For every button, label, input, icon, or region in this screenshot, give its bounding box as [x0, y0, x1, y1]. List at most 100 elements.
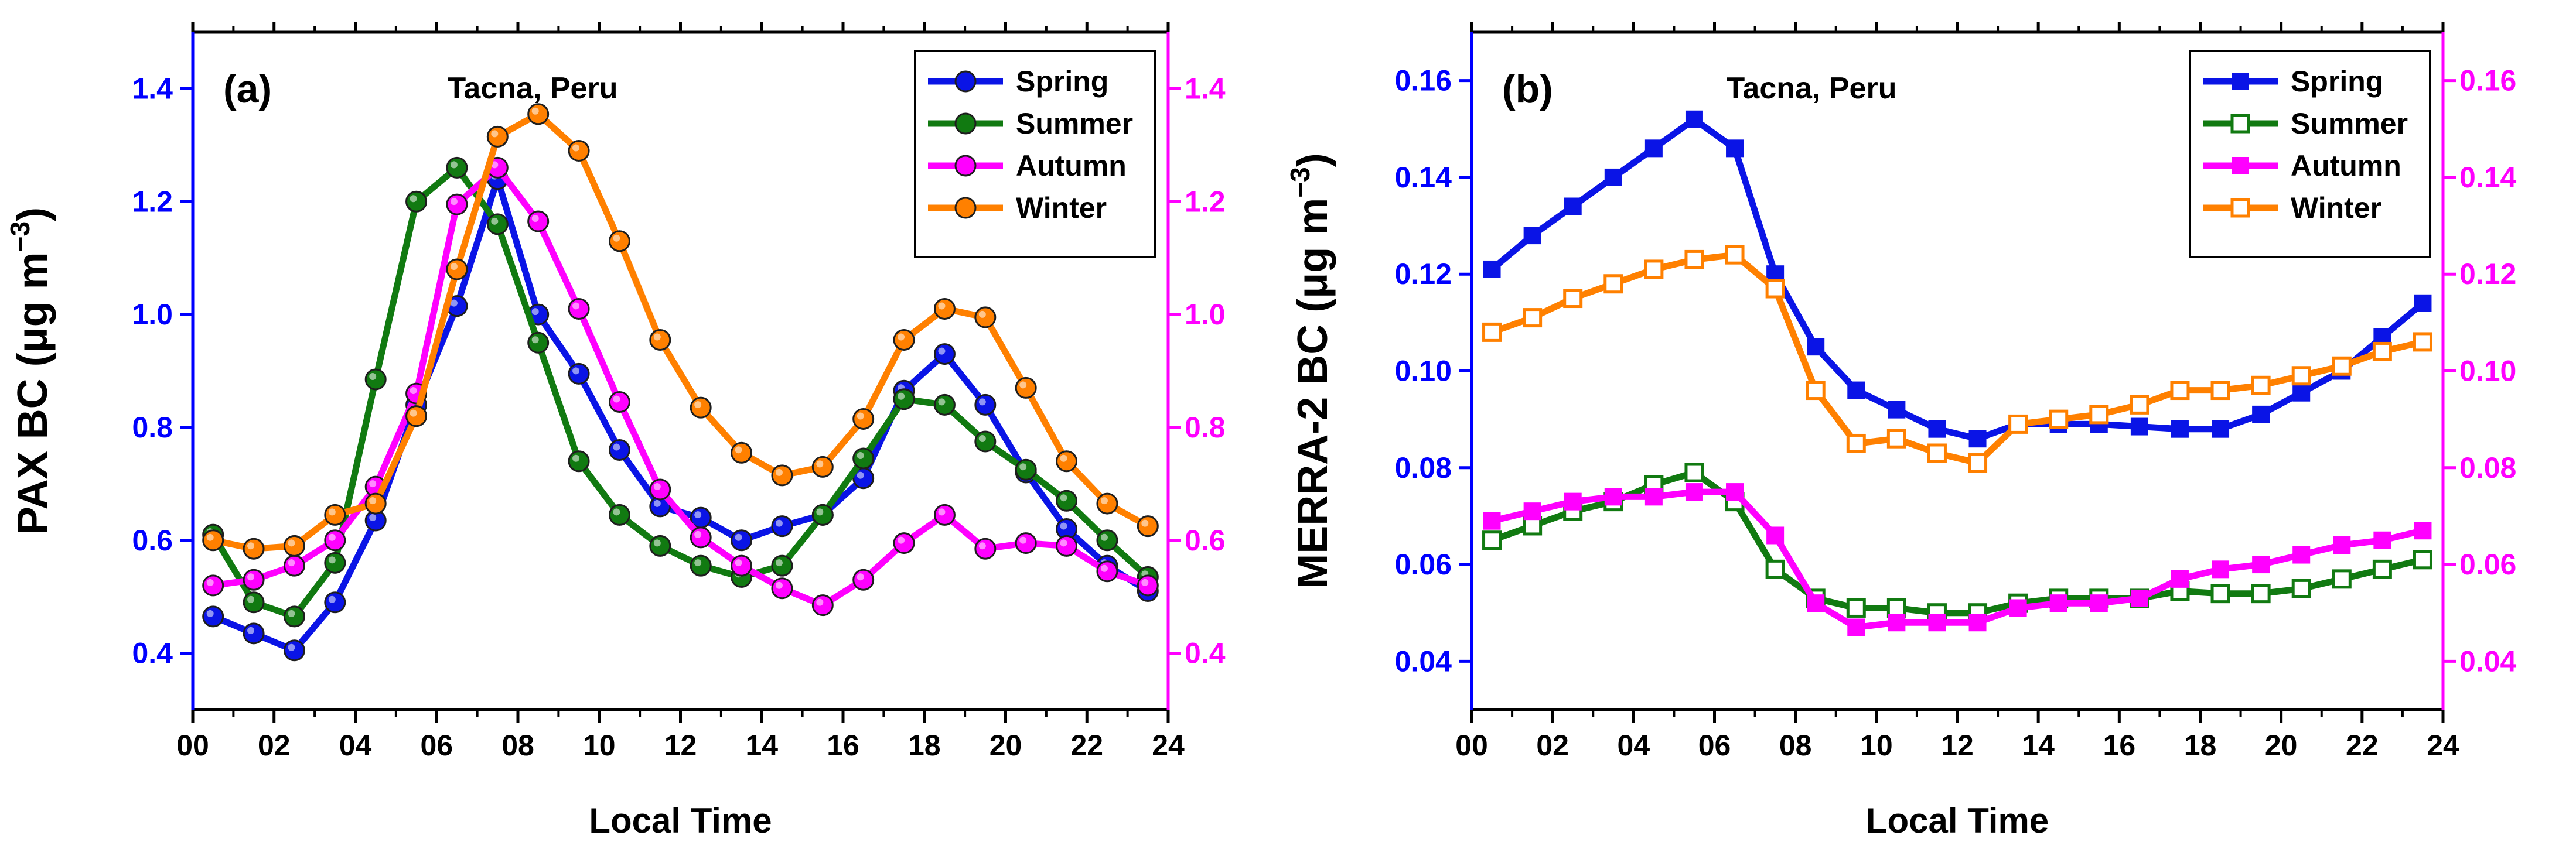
data-point-winter: [243, 538, 265, 560]
data-point-autumn: [1807, 594, 1825, 612]
data-point-spring: [2212, 420, 2230, 438]
left-y-tick-label: 0.10: [1395, 355, 1452, 388]
data-point-highlight: [572, 454, 580, 462]
data-point-spring: [2252, 405, 2270, 423]
data-point-autumn: [2333, 536, 2351, 554]
data-point-spring: [324, 591, 346, 614]
left-y-tick-label: 0.16: [1395, 64, 1452, 97]
data-point-summer: [893, 388, 915, 410]
x-tick-label: 04: [1618, 729, 1650, 762]
data-point-highlight: [978, 542, 986, 550]
data-point-summer: [364, 368, 387, 391]
data-point-spring: [933, 343, 956, 365]
data-point-autumn: [1564, 492, 1582, 511]
left-y-tick-label: 0.12: [1395, 258, 1452, 290]
data-point-summer: [1482, 530, 1502, 550]
data-point-autumn: [446, 193, 468, 215]
panel-label: (a): [223, 67, 272, 111]
data-point-summer: [283, 605, 305, 628]
left-y-tick-label: 1.0: [132, 298, 173, 331]
legend-label-spring: Spring: [1016, 65, 1108, 98]
data-point-autumn: [2171, 570, 2189, 588]
data-point-winter: [2291, 366, 2311, 386]
y-axis-title-ylabel-unit: μg m: [1289, 198, 1336, 299]
legend-marker-spring: [2232, 73, 2249, 90]
x-tick-label: 14: [2022, 729, 2055, 762]
data-point-autumn: [893, 532, 915, 554]
x-tick-label: 22: [1070, 729, 1103, 762]
data-point-autumn: [1928, 614, 1946, 632]
data-point-summer: [1096, 529, 1118, 552]
data-point-autumn: [1096, 560, 1118, 583]
data-point-winter: [2332, 356, 2352, 376]
data-point-highlight: [938, 347, 946, 355]
data-point-highlight: [1060, 539, 1067, 547]
data-point-highlight: [328, 533, 336, 541]
data-point-autumn: [2292, 546, 2311, 564]
data-point-highlight: [694, 530, 702, 538]
legend-label-autumn: Autumn: [1016, 149, 1127, 182]
data-point-highlight: [247, 595, 255, 603]
data-point-highlight: [369, 514, 377, 522]
data-point-highlight: [735, 559, 742, 567]
y-axis-title-ylabel-exp: −3: [1285, 167, 1315, 197]
data-point-highlight: [206, 533, 214, 541]
chart-title: Tacna, Peru: [448, 71, 618, 105]
data-point-winter: [2210, 381, 2230, 401]
data-point-winter: [731, 441, 753, 464]
data-point-winter: [2413, 332, 2432, 352]
data-point-winter: [1927, 443, 1947, 463]
legend-marker-summer: [954, 112, 977, 135]
data-point-spring: [283, 639, 305, 662]
legend-marker-winter: [2230, 198, 2250, 218]
data-point-summer: [527, 331, 550, 354]
data-point-highlight: [653, 499, 661, 507]
data-point-autumn: [2252, 556, 2270, 574]
right-y-tick-label: 0.16: [2459, 64, 2516, 97]
data-point-highlight: [735, 446, 742, 454]
data-point-autumn: [1056, 535, 1078, 557]
right-y-tick-label: 0.10: [2459, 355, 2516, 388]
data-point-highlight: [206, 579, 214, 586]
data-point-spring: [243, 622, 265, 645]
data-point-autumn: [2414, 522, 2432, 540]
right-y-tick-label: 1.4: [1185, 72, 1226, 105]
data-point-winter: [202, 529, 224, 552]
data-point-summer: [771, 554, 793, 577]
data-point-highlight: [816, 598, 824, 606]
data-point-winter: [2372, 341, 2392, 361]
data-point-summer: [933, 393, 956, 416]
data-point-spring: [1604, 168, 1622, 186]
data-point-highlight: [491, 130, 499, 138]
data-point-highlight: [328, 595, 336, 603]
data-point-autumn: [324, 529, 346, 552]
data-point-autumn: [771, 577, 793, 600]
data-point-highlight: [410, 409, 417, 417]
data-point-highlight: [450, 161, 458, 169]
data-point-highlight: [531, 107, 539, 115]
left-y-tick-label: 0.14: [1395, 161, 1452, 194]
data-point-winter: [1846, 433, 1866, 453]
data-point-autumn: [2049, 594, 2067, 612]
data-point-winter: [2089, 405, 2109, 425]
data-point-winter: [1968, 453, 1988, 473]
data-point-spring: [771, 515, 793, 538]
data-point-autumn: [1137, 574, 1159, 597]
data-point-highlight: [1141, 579, 1149, 586]
legend-box: [914, 50, 1156, 258]
y-axis-title-ylabel-close: ): [9, 207, 56, 221]
data-point-winter: [974, 306, 997, 328]
data-point-winter: [568, 139, 590, 162]
data-point-winter: [852, 408, 875, 430]
data-point-winter: [893, 328, 915, 351]
x-tick-label: 06: [420, 729, 453, 762]
data-point-spring: [974, 393, 997, 416]
data-point-highlight: [613, 443, 620, 451]
data-point-autumn: [1015, 532, 1037, 554]
data-point-highlight: [247, 573, 255, 581]
data-point-winter: [1137, 515, 1159, 538]
data-point-highlight: [1019, 381, 1027, 389]
data-point-winter: [1056, 450, 1078, 473]
data-point-highlight: [1060, 522, 1067, 530]
